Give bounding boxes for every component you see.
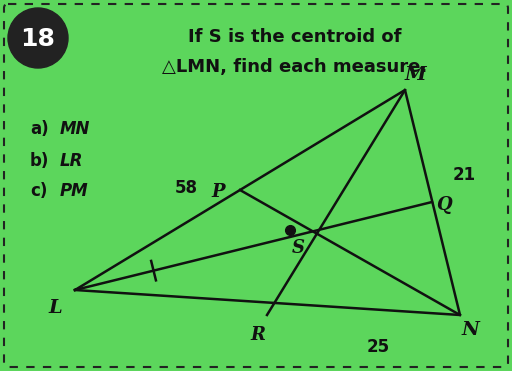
Text: 58: 58 [175, 179, 198, 197]
Text: Q: Q [436, 196, 452, 214]
Text: N: N [461, 321, 479, 339]
Circle shape [8, 8, 68, 68]
Text: If S is the centroid of: If S is the centroid of [188, 28, 402, 46]
Text: S: S [291, 239, 305, 257]
Text: 18: 18 [20, 27, 55, 51]
Text: P: P [211, 183, 225, 201]
Text: LR: LR [60, 152, 83, 170]
Text: a): a) [30, 120, 49, 138]
Text: PM: PM [60, 182, 89, 200]
Text: M: M [404, 66, 426, 84]
Text: b): b) [30, 152, 49, 170]
Text: 21: 21 [453, 166, 476, 184]
Text: c): c) [30, 182, 48, 200]
Text: 25: 25 [367, 338, 390, 356]
Text: MN: MN [60, 120, 91, 138]
Text: △LMN, find each measure.: △LMN, find each measure. [162, 58, 428, 76]
Text: L: L [48, 299, 62, 317]
Text: R: R [250, 326, 266, 344]
